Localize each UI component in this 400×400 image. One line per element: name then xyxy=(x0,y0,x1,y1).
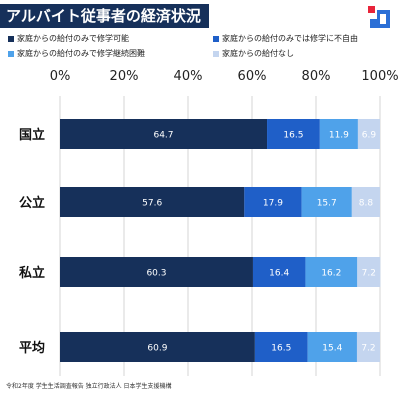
bar-segment xyxy=(301,187,352,217)
data-label: 11.9 xyxy=(329,131,349,141)
legend-item: 家庭からの給付なし xyxy=(213,48,294,59)
logo-icon xyxy=(368,6,390,28)
bar-segment xyxy=(305,257,358,287)
data-label: 7.2 xyxy=(361,344,375,354)
legend-swatch xyxy=(8,50,14,57)
legend-item: 家庭からの給付のみで修学継続困難 xyxy=(8,48,145,59)
bar-segment xyxy=(60,332,255,362)
data-label: 57.6 xyxy=(142,199,162,209)
bar-segment xyxy=(60,257,253,287)
stacked-bar-chart: 0% 20% 40% 60% 80% 100% 国立 64.7 16.5 11.9 6.9 公立 57.… xyxy=(19,69,399,376)
bar-segment xyxy=(357,257,381,287)
bar-segment xyxy=(267,119,320,149)
legend-item: 家庭からの給付のみでは修学に不自由 xyxy=(213,33,358,44)
bar-segment xyxy=(60,119,268,149)
legend: 家庭からの給付のみで修学可能 家庭からの給付のみでは修学に不自由 家庭からの給付… xyxy=(8,33,398,63)
data-label: 16.4 xyxy=(269,269,289,279)
data-label: 17.9 xyxy=(263,199,283,209)
legend-label: 家庭からの給付なし xyxy=(222,49,294,58)
data-label: 16.2 xyxy=(321,269,341,279)
category-label: 平均 xyxy=(19,340,45,356)
data-label: 7.2 xyxy=(362,269,376,279)
source-note: 令和2年度 学生生活調査報告 独立行政法人 日本学生支援機構 xyxy=(6,383,172,390)
data-label: 6.9 xyxy=(362,131,377,141)
bar-segment xyxy=(351,187,380,217)
bar-segment xyxy=(357,119,380,149)
data-label: 16.5 xyxy=(283,131,303,141)
data-label: 8.8 xyxy=(359,199,374,209)
chart-title: アルバイト従事者の経済状況 xyxy=(0,4,209,28)
x-tick-label: 20% xyxy=(110,69,139,84)
legend-swatch xyxy=(8,35,14,42)
data-label: 60.9 xyxy=(147,344,167,354)
data-label: 16.5 xyxy=(271,344,291,354)
category-label: 国立 xyxy=(19,127,45,143)
bar-segment xyxy=(307,332,357,362)
bar-segment xyxy=(252,257,306,287)
x-tick-label: 80% xyxy=(302,69,331,84)
category-label: 私立 xyxy=(19,265,45,281)
bar-segment xyxy=(254,332,308,362)
legend-label: 家庭からの給付のみで修学継続困難 xyxy=(17,49,145,58)
data-label: 60.3 xyxy=(146,269,166,279)
x-tick-label: 100% xyxy=(361,69,398,84)
data-label: 15.4 xyxy=(322,344,342,354)
legend-label: 家庭からの給付のみでは修学に不自由 xyxy=(222,34,358,43)
legend-swatch xyxy=(213,50,219,57)
category-label: 公立 xyxy=(19,195,45,211)
bar-segment xyxy=(319,119,358,149)
x-tick-label: 60% xyxy=(238,69,267,84)
legend-item: 家庭からの給付のみで修学可能 xyxy=(8,33,129,44)
bar-segment xyxy=(356,332,380,362)
legend-swatch xyxy=(213,35,219,42)
data-label: 64.7 xyxy=(153,131,173,141)
bar-segment xyxy=(60,187,245,217)
x-tick-label: 40% xyxy=(174,69,203,84)
legend-label: 家庭からの給付のみで修学可能 xyxy=(17,34,129,43)
bar-segment xyxy=(244,187,302,217)
x-tick-label: 0% xyxy=(50,69,71,84)
data-label: 15.7 xyxy=(317,199,337,209)
